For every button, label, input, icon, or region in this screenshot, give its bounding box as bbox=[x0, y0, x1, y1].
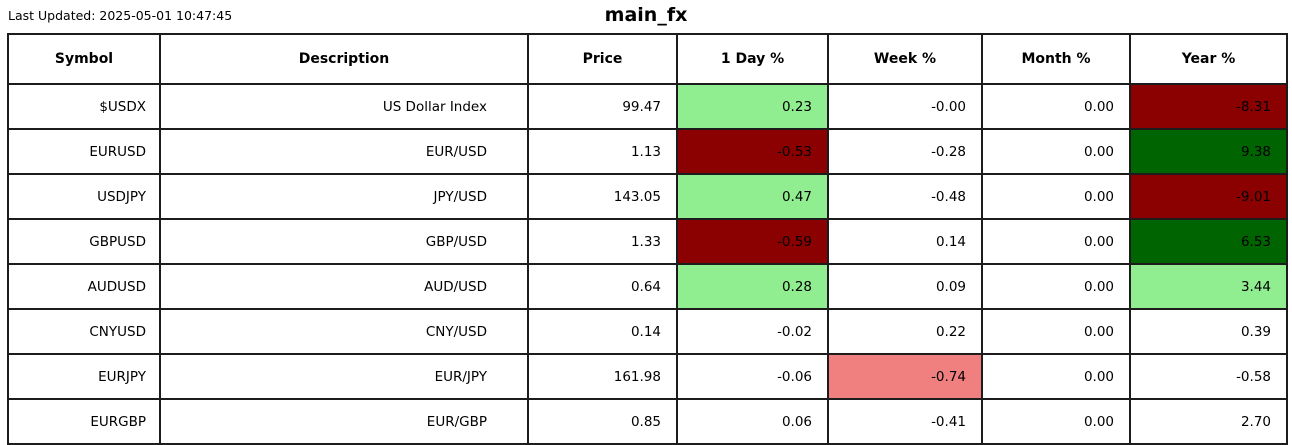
symbol-cell: AUDUSD bbox=[7, 263, 161, 310]
percent-change-cell: 0.14 bbox=[827, 218, 983, 265]
percent-change-cell: 0.06 bbox=[676, 398, 829, 445]
percent-change-cell: -0.41 bbox=[827, 398, 983, 445]
fx-quotes-table: Symbol Description Price 1 Day % Week % Month… bbox=[7, 33, 1288, 445]
description-cell: GBP/USD bbox=[159, 218, 529, 265]
percent-change-cell: 0.00 bbox=[981, 398, 1131, 445]
percent-change-cell: 2.70 bbox=[1129, 398, 1288, 445]
symbol-cell: GBPUSD bbox=[7, 218, 161, 265]
price-cell: 161.98 bbox=[527, 353, 678, 400]
table-row: GBPUSD GBP/USD 1.33 -0.59 0.14 0.00 6.53 bbox=[7, 218, 1288, 265]
percent-change-cell: 9.38 bbox=[1129, 128, 1288, 175]
table-row: USDJPY JPY/USD 143.05 0.47 -0.48 0.00 -9.01 bbox=[7, 173, 1288, 220]
table-row: EURJPY EUR/JPY 161.98 -0.06 -0.74 0.00 -0.58 bbox=[7, 353, 1288, 400]
column-header-1-day: 1 Day % bbox=[676, 33, 829, 85]
percent-change-cell: -9.01 bbox=[1129, 173, 1288, 220]
table-row: AUDUSD AUD/USD 0.64 0.28 0.09 0.00 3.44 bbox=[7, 263, 1288, 310]
column-header-symbol: Symbol bbox=[7, 33, 161, 85]
price-cell: 143.05 bbox=[527, 173, 678, 220]
price-cell: 1.33 bbox=[527, 218, 678, 265]
percent-change-cell: -0.53 bbox=[676, 128, 829, 175]
symbol-cell: $USDX bbox=[7, 83, 161, 130]
page-title: main_fx bbox=[604, 4, 688, 26]
price-cell: 0.14 bbox=[527, 308, 678, 355]
price-cell: 0.64 bbox=[527, 263, 678, 310]
percent-change-cell: -0.06 bbox=[676, 353, 829, 400]
table-header-row: Symbol Description Price 1 Day % Week % Month… bbox=[7, 33, 1288, 85]
description-cell: AUD/USD bbox=[159, 263, 529, 310]
percent-change-cell: 0.23 bbox=[676, 83, 829, 130]
column-header-description: Description bbox=[159, 33, 529, 85]
percent-change-cell: 0.28 bbox=[676, 263, 829, 310]
top-bar: Last Updated: 2025-05-01 10:47:45 main_f… bbox=[0, 0, 1292, 33]
symbol-cell: USDJPY bbox=[7, 173, 161, 220]
column-header-year: Year % bbox=[1129, 33, 1288, 85]
description-cell: EUR/JPY bbox=[159, 353, 529, 400]
percent-change-cell: -0.58 bbox=[1129, 353, 1288, 400]
description-cell: JPY/USD bbox=[159, 173, 529, 220]
symbol-cell: CNYUSD bbox=[7, 308, 161, 355]
symbol-cell: EURJPY bbox=[7, 353, 161, 400]
percent-change-cell: 6.53 bbox=[1129, 218, 1288, 265]
percent-change-cell: 0.00 bbox=[981, 218, 1131, 265]
symbol-cell: EURUSD bbox=[7, 128, 161, 175]
percent-change-cell: 0.39 bbox=[1129, 308, 1288, 355]
percent-change-cell: -8.31 bbox=[1129, 83, 1288, 130]
percent-change-cell: -0.02 bbox=[676, 308, 829, 355]
percent-change-cell: -0.48 bbox=[827, 173, 983, 220]
percent-change-cell: 0.00 bbox=[981, 83, 1131, 130]
column-header-price: Price bbox=[527, 33, 678, 85]
column-header-week: Week % bbox=[827, 33, 983, 85]
description-cell: EUR/GBP bbox=[159, 398, 529, 445]
percent-change-cell: 3.44 bbox=[1129, 263, 1288, 310]
column-header-month: Month % bbox=[981, 33, 1131, 85]
price-cell: 1.13 bbox=[527, 128, 678, 175]
description-cell: EUR/USD bbox=[159, 128, 529, 175]
percent-change-cell: -0.00 bbox=[827, 83, 983, 130]
price-cell: 0.85 bbox=[527, 398, 678, 445]
percent-change-cell: 0.00 bbox=[981, 353, 1131, 400]
percent-change-cell: 0.00 bbox=[981, 308, 1131, 355]
table-row: CNYUSD CNY/USD 0.14 -0.02 0.22 0.00 0.39 bbox=[7, 308, 1288, 355]
percent-change-cell: -0.74 bbox=[827, 353, 983, 400]
percent-change-cell: 0.00 bbox=[981, 263, 1131, 310]
table-row: $USDX US Dollar Index 99.47 0.23 -0.00 0.00 -8… bbox=[7, 83, 1288, 130]
table-row: EURUSD EUR/USD 1.13 -0.53 -0.28 0.00 9.38 bbox=[7, 128, 1288, 175]
percent-change-cell: -0.28 bbox=[827, 128, 983, 175]
percent-change-cell: 0.47 bbox=[676, 173, 829, 220]
table-row: EURGBP EUR/GBP 0.85 0.06 -0.41 0.00 2.70 bbox=[7, 398, 1288, 445]
percent-change-cell: 0.22 bbox=[827, 308, 983, 355]
description-cell: US Dollar Index bbox=[159, 83, 529, 130]
percent-change-cell: 0.00 bbox=[981, 128, 1131, 175]
percent-change-cell: 0.00 bbox=[981, 173, 1131, 220]
price-cell: 99.47 bbox=[527, 83, 678, 130]
percent-change-cell: -0.59 bbox=[676, 218, 829, 265]
last-updated-timestamp: Last Updated: 2025-05-01 10:47:45 bbox=[8, 8, 233, 23]
percent-change-cell: 0.09 bbox=[827, 263, 983, 310]
symbol-cell: EURGBP bbox=[7, 398, 161, 445]
description-cell: CNY/USD bbox=[159, 308, 529, 355]
